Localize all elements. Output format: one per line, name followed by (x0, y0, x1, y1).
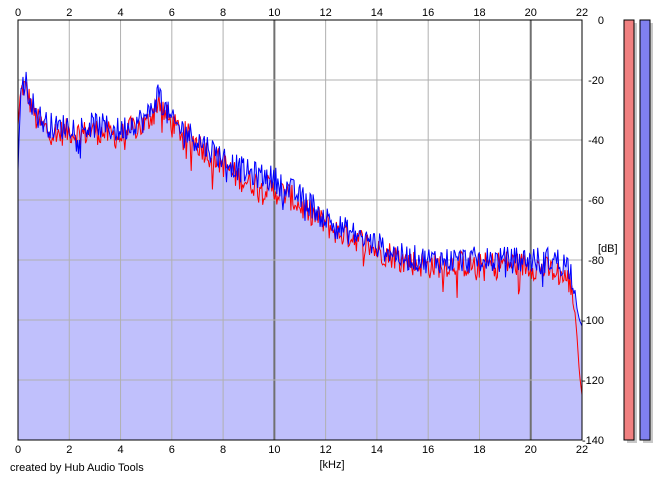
x-tick-label-top: 0 (15, 7, 21, 19)
y-tick-label: -100 (582, 315, 604, 327)
x-tick-label-bottom: 14 (371, 444, 383, 456)
y-axis-label: [dB] (598, 243, 618, 255)
y-tick-label: -80 (588, 255, 604, 267)
series-group (17, 71, 583, 396)
x-tick-label-top: 12 (320, 7, 332, 19)
x-tick-labels-top: 0 2 4 6 8 10 12 14 16 18 20 22 (15, 7, 588, 19)
y-tick-label: -60 (588, 195, 604, 207)
x-tick-label-top: 16 (422, 7, 434, 19)
x-tick-label-bottom: 4 (117, 444, 123, 456)
y-tick-label: -40 (588, 135, 604, 147)
x-tick-label-bottom: 16 (422, 444, 434, 456)
x-tick-label-top: 18 (473, 7, 485, 19)
x-tick-label-bottom: 18 (473, 444, 485, 456)
x-tick-label-top: 8 (220, 7, 226, 19)
y-tick-labels: 0 -20 -40 -60 -80 -100 -120 -140 (582, 15, 604, 447)
x-tick-label-top: 2 (66, 7, 72, 19)
grid (18, 20, 582, 440)
x-tick-label-top: 4 (117, 7, 123, 19)
credit-text: created by Hub Audio Tools (10, 462, 144, 474)
x-tick-label-bottom: 12 (320, 444, 332, 456)
x-tick-label-bottom: 2 (66, 444, 72, 456)
x-tick-label-bottom: 20 (525, 444, 537, 456)
x-tick-label-bottom: 10 (268, 444, 280, 456)
x-tick-label-top: 22 (576, 7, 588, 19)
x-axis-label: [kHz] (319, 459, 344, 471)
x-tick-label-bottom: 8 (220, 444, 226, 456)
level-meters (623, 19, 653, 443)
y-tick-label: 0 (598, 15, 604, 27)
spectrum-line-blue (17, 71, 583, 327)
x-tick-label-top: 20 (525, 7, 537, 19)
x-tick-label-top: 10 (268, 7, 280, 19)
y-tick-label: -120 (582, 375, 604, 387)
x-tick-label-bottom: 22 (576, 444, 588, 456)
x-tick-label-top: 14 (371, 7, 383, 19)
y-tick-label: -140 (582, 435, 604, 447)
y-tick-label: -20 (588, 75, 604, 87)
spectrum-fill-area (18, 71, 582, 441)
x-tick-label-bottom: 6 (169, 444, 175, 456)
level-meter-left (623, 19, 635, 441)
x-tick-labels-bottom: 0 2 4 6 8 10 12 14 16 18 20 22 (15, 444, 588, 456)
x-tick-label-top: 6 (169, 7, 175, 19)
plot-border (17, 19, 583, 441)
level-meter-right (639, 19, 651, 441)
x-tick-label-bottom: 0 (15, 444, 21, 456)
